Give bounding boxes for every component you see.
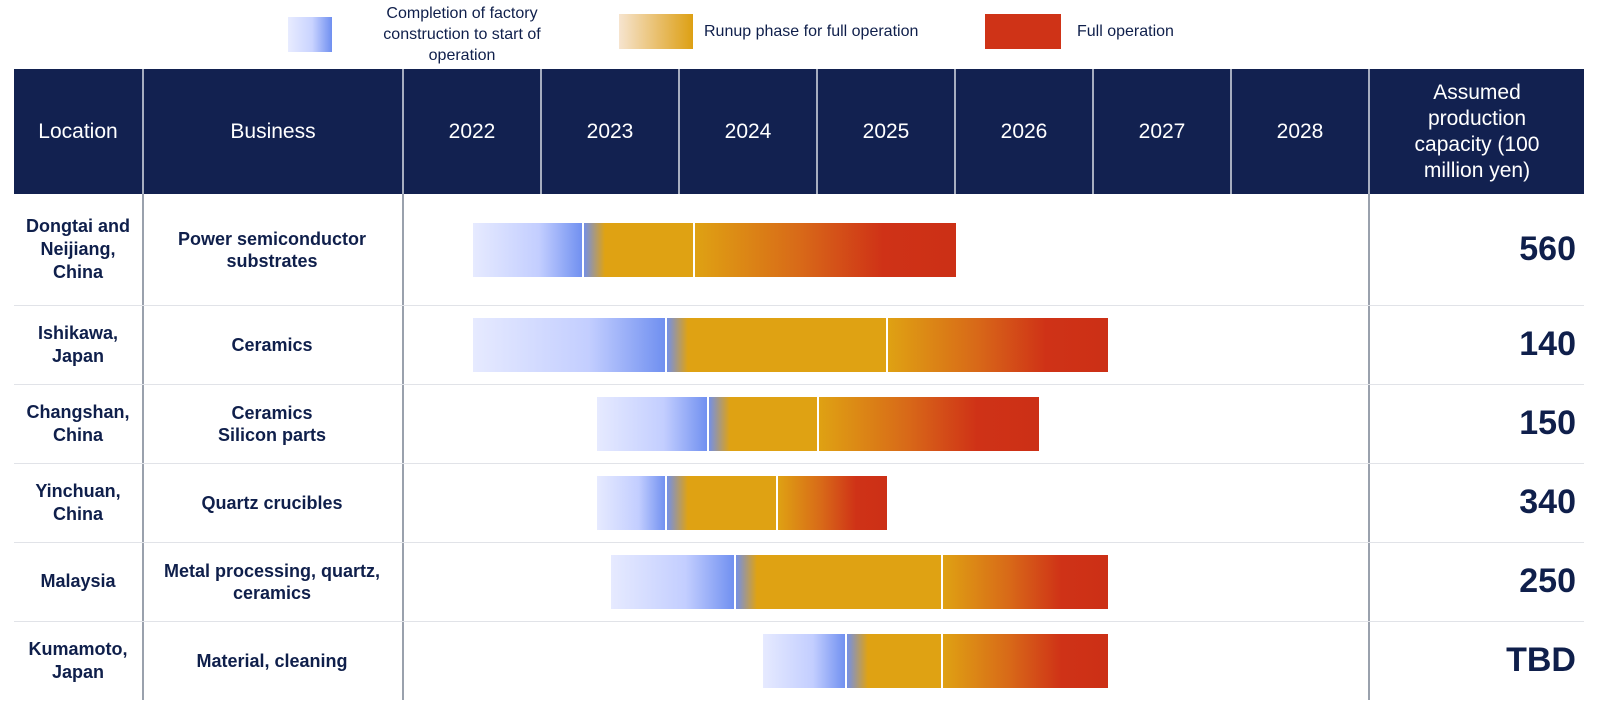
gantt-bar	[473, 317, 1108, 372]
gantt-bar	[611, 554, 1108, 609]
bar-milestone-runup-end	[692, 222, 695, 277]
header-year: 2025	[862, 119, 910, 143]
bar-segment-runup	[666, 317, 887, 372]
bar-milestone-operation-start	[734, 554, 737, 609]
row-location: Yinchuan, China	[35, 480, 121, 524]
header-divider	[142, 69, 144, 194]
row-capacity: 150	[1519, 404, 1576, 442]
header-year: 2024	[724, 119, 772, 143]
column-divider	[142, 194, 144, 700]
row-separator	[14, 542, 1584, 543]
row-separator	[14, 621, 1584, 622]
row-location: Kumamoto, Japan	[28, 638, 128, 682]
header-location: Location	[38, 119, 118, 143]
bar-segment-construction	[473, 222, 584, 277]
table-header: Location Business 2022 2023 2024 2025 20…	[14, 69, 1584, 194]
header-divider	[540, 69, 542, 194]
bar-segment-construction	[762, 633, 846, 688]
bar-segment-runup	[845, 633, 943, 688]
header-divider	[1092, 69, 1094, 194]
row-location: Malaysia	[40, 571, 116, 591]
gantt-bar	[473, 222, 956, 277]
legend-label-runup: Runup phase for full operation	[704, 23, 919, 40]
bar-segment-full	[887, 317, 1108, 372]
row-business: Metal processing, quartz, ceramics	[163, 560, 381, 603]
gantt-bar	[597, 475, 887, 530]
header-year: 2027	[1138, 119, 1186, 143]
bar-segment-construction	[597, 475, 667, 530]
header-divider	[1368, 69, 1370, 194]
row-location: Changshan, China	[26, 401, 130, 445]
bar-segment-construction	[611, 554, 736, 609]
gantt-bar	[762, 633, 1108, 688]
row-location: Ishikawa, Japan	[37, 322, 119, 366]
column-divider	[1368, 194, 1370, 700]
header-year: 2022	[448, 119, 496, 143]
bar-milestone-runup-end	[886, 317, 888, 372]
row-separator	[14, 463, 1584, 464]
header-capacity: Assumed production capacity (100 million…	[1414, 80, 1540, 182]
row-capacity: TBD	[1506, 641, 1576, 679]
bar-milestone-runup-end	[775, 475, 778, 530]
bar-milestone-runup-end	[941, 633, 944, 688]
legend: Completion of factory construction to st…	[0, 0, 1604, 66]
bar-segment-runup	[666, 475, 777, 530]
bar-segment-full	[693, 222, 956, 277]
bar-milestone-operation-start	[844, 633, 847, 688]
header-year: 2023	[586, 119, 634, 143]
legend-item-full: Full operation	[985, 14, 1174, 49]
header-divider	[1230, 69, 1232, 194]
row-business: Ceramics	[231, 334, 313, 355]
row-capacity: 340	[1519, 483, 1576, 521]
bar-milestone-operation-start	[665, 475, 668, 530]
bar-milestone-operation-start	[582, 222, 585, 277]
row-separator	[14, 305, 1584, 306]
header-business: Business	[230, 119, 316, 143]
row-location: Dongtai and Neijiang, China	[26, 216, 130, 282]
bar-segment-runup	[707, 396, 818, 451]
legend-swatch-full	[985, 14, 1061, 49]
header-divider	[954, 69, 956, 194]
bar-milestone-runup-end	[816, 396, 819, 451]
header-divider	[402, 69, 404, 194]
row-business: Quartz crucibles	[201, 492, 343, 513]
legend-swatch-construction	[288, 17, 332, 52]
bar-segment-construction	[473, 317, 667, 372]
row-capacity: 250	[1519, 562, 1576, 600]
legend-item-runup: Runup phase for full operation	[619, 14, 918, 49]
header-year: 2026	[1000, 119, 1048, 143]
row-business: Power semiconductor substrates	[177, 228, 367, 271]
bar-segment-full	[776, 475, 887, 530]
bar-segment-runup	[583, 222, 694, 277]
legend-label-construction: Completion of factory construction to st…	[383, 5, 541, 64]
bar-segment-full	[817, 396, 1039, 451]
bar-segment-full	[942, 633, 1108, 688]
legend-swatch-runup	[619, 14, 693, 49]
row-capacity: 140	[1519, 325, 1576, 363]
header-divider	[678, 69, 680, 194]
bar-segment-construction	[597, 396, 708, 451]
row-business: Material, cleaning	[196, 650, 348, 671]
row-separator	[14, 384, 1584, 385]
bar-milestone-operation-start	[665, 317, 668, 372]
row-capacity: 560	[1519, 230, 1576, 268]
bar-milestone-runup-end	[941, 554, 944, 609]
gantt-bar	[597, 396, 1039, 451]
bar-segment-runup	[735, 554, 943, 609]
row-business: Ceramics Silicon parts	[217, 402, 327, 445]
legend-item-construction: Completion of factory construction to st…	[288, 3, 562, 66]
bar-segment-full	[942, 554, 1108, 609]
bar-milestone-operation-start	[706, 396, 709, 451]
column-divider	[402, 194, 404, 700]
legend-label-full: Full operation	[1077, 23, 1174, 40]
header-divider	[816, 69, 818, 194]
header-year: 2028	[1276, 119, 1324, 143]
